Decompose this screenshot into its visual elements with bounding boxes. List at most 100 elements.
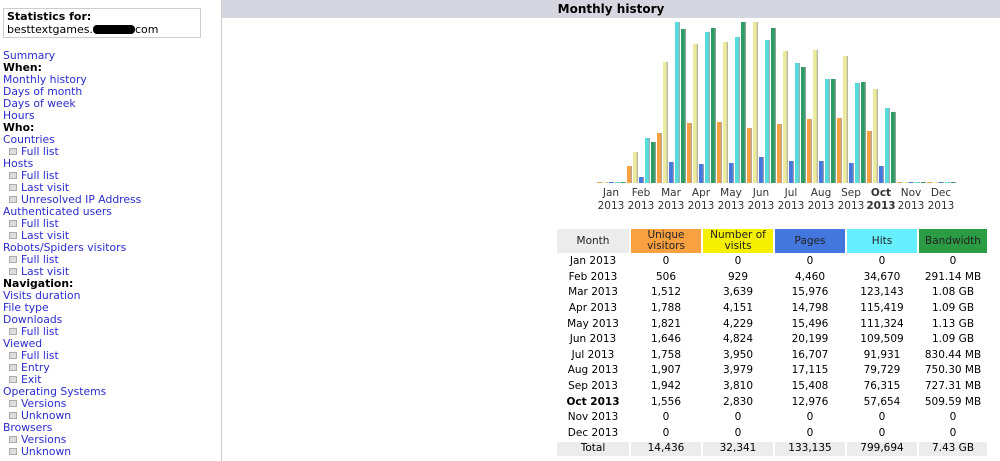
nav-link[interactable]: Summary bbox=[3, 50, 141, 62]
nav-label[interactable]: Authenticated users bbox=[3, 205, 112, 218]
bar-visitors bbox=[777, 124, 782, 183]
month-year: 2013 bbox=[657, 200, 685, 212]
bar-visits bbox=[843, 56, 848, 183]
table-row: Mar 2013 1,512 3,639 15,976 123,143 1.08 GB bbox=[557, 286, 987, 300]
bar-bandwidth bbox=[951, 182, 956, 183]
month-cell: Sep 2013 bbox=[568, 380, 618, 393]
bar-pages bbox=[639, 177, 644, 183]
value-cell: 1.08 GB bbox=[931, 286, 975, 299]
month-label: Mar 2013 bbox=[656, 187, 686, 213]
nav-label[interactable]: Monthly history bbox=[3, 73, 87, 86]
nav-label[interactable]: Full list bbox=[21, 145, 59, 158]
nav-link[interactable]: Hosts bbox=[3, 158, 141, 170]
nav-label[interactable]: Versions bbox=[21, 433, 67, 446]
value-cell: 1,646 bbox=[650, 333, 682, 346]
nav-link[interactable]: Operating Systems bbox=[3, 386, 141, 398]
nav-link[interactable]: Countries bbox=[3, 134, 141, 146]
nav-label[interactable]: Full list bbox=[21, 325, 59, 338]
value-cell: 1,758 bbox=[650, 348, 682, 361]
nav-label[interactable]: Hosts bbox=[3, 157, 34, 170]
table-row: Jan 2013 0 0 0 0 0 bbox=[557, 255, 987, 269]
value-cell: 14,798 bbox=[791, 302, 829, 315]
nav-label[interactable]: Full list bbox=[21, 349, 59, 362]
bar-visitors bbox=[627, 166, 632, 183]
bar-pages bbox=[759, 157, 764, 183]
nav-label[interactable]: Unresolved IP Address bbox=[21, 193, 142, 206]
section-title: Monthly history bbox=[222, 0, 1000, 18]
table-row: Aug 2013 1,907 3,979 17,115 79,729 750.30 MB bbox=[557, 364, 987, 378]
nav-label[interactable]: Viewed bbox=[3, 337, 43, 350]
month-label: Jul 2013 bbox=[776, 187, 806, 213]
nav-label[interactable]: Last visit bbox=[21, 265, 70, 278]
bar-visits bbox=[693, 44, 698, 183]
value-cell: 115,419 bbox=[860, 302, 904, 315]
subitem-icon bbox=[9, 172, 17, 179]
month-name: Dec bbox=[930, 187, 952, 199]
nav-link[interactable]: Viewed bbox=[3, 338, 141, 350]
month-year: 2013 bbox=[837, 200, 865, 212]
value-cell: 0 bbox=[806, 426, 814, 439]
bar-pages bbox=[609, 182, 614, 183]
month-year: 2013 bbox=[627, 200, 655, 212]
nav-label[interactable]: Versions bbox=[21, 397, 67, 410]
nav-link[interactable]: Visits duration bbox=[3, 290, 141, 302]
subitem-icon bbox=[9, 400, 17, 407]
bar-visitors bbox=[837, 118, 842, 183]
nav-label[interactable]: Countries bbox=[3, 133, 55, 146]
bar-pages bbox=[729, 163, 734, 183]
value-cell: 4,824 bbox=[722, 333, 754, 346]
nav-link[interactable]: Robots/Spiders visitors bbox=[3, 242, 141, 254]
nav-label[interactable]: Unknown bbox=[21, 409, 72, 422]
nav-label[interactable]: Summary bbox=[3, 49, 56, 62]
nav-link[interactable]: Monthly history bbox=[3, 74, 141, 86]
table-row: Jul 2013 1,758 3,950 16,707 91,931 830.44 MB bbox=[557, 349, 987, 363]
bar-bandwidth bbox=[711, 28, 716, 183]
nav-label[interactable]: File type bbox=[3, 301, 49, 314]
nav-link[interactable]: Hours bbox=[3, 110, 141, 122]
nav-label[interactable]: Full list bbox=[21, 169, 59, 182]
bar-visits bbox=[603, 182, 608, 183]
nav-label[interactable]: Full list bbox=[21, 253, 59, 266]
nav-label[interactable]: Unknown bbox=[21, 445, 72, 458]
monthly-chart: Jan 2013 Feb 2013 Mar 2013 Apr 2013 May 2013 Jun 20… bbox=[222, 0, 1000, 215]
bar-visitors bbox=[807, 119, 812, 183]
nav-menu: Summary When: Monthly history Days of month… bbox=[3, 50, 141, 458]
nav-link[interactable]: Browsers bbox=[3, 422, 141, 434]
nav-label[interactable]: Last visit bbox=[21, 229, 70, 242]
column-header: Month bbox=[557, 229, 629, 253]
bar-visits bbox=[663, 62, 668, 183]
nav-link[interactable]: Days of month bbox=[3, 86, 141, 98]
value-cell: 1,788 bbox=[650, 302, 682, 315]
nav-label[interactable]: Exit bbox=[21, 373, 42, 386]
nav-label[interactable]: Visits duration bbox=[3, 289, 81, 302]
month-cell: Nov 2013 bbox=[567, 411, 619, 424]
bar-visits bbox=[723, 42, 728, 183]
site-name-prefix: besttextgames. bbox=[7, 23, 93, 36]
column-header: Bandwidth bbox=[919, 229, 987, 253]
nav-label[interactable]: Browsers bbox=[3, 421, 53, 434]
nav-label[interactable]: Entry bbox=[21, 361, 50, 374]
total-cell: Total bbox=[557, 442, 629, 456]
nav-link[interactable]: File type bbox=[3, 302, 141, 314]
value-cell: 1,942 bbox=[650, 380, 682, 393]
bar-bandwidth bbox=[801, 67, 806, 183]
nav-label[interactable]: Operating Systems bbox=[3, 385, 107, 398]
nav-label[interactable]: Hours bbox=[3, 109, 35, 122]
nav-heading: Who: bbox=[3, 122, 141, 134]
nav-link[interactable]: Downloads bbox=[3, 314, 141, 326]
nav-sublink: Entry bbox=[3, 362, 141, 374]
nav-label[interactable]: Downloads bbox=[3, 313, 63, 326]
nav-link[interactable]: Days of week bbox=[3, 98, 141, 110]
value-cell: 0 bbox=[662, 426, 670, 439]
nav-label[interactable]: Last visit bbox=[21, 181, 70, 194]
nav-link[interactable]: Authenticated users bbox=[3, 206, 141, 218]
nav-label[interactable]: Robots/Spiders visitors bbox=[3, 241, 127, 254]
nav-label[interactable]: Days of month bbox=[3, 85, 83, 98]
bar-hits bbox=[855, 83, 860, 183]
month-year: 2013 bbox=[927, 200, 955, 212]
nav-label[interactable]: Days of week bbox=[3, 97, 76, 110]
nav-label[interactable]: Full list bbox=[21, 217, 59, 230]
nav-sublink: Full list bbox=[3, 254, 141, 266]
nav-sublink: Last visit bbox=[3, 230, 141, 242]
total-cell: 32,341 bbox=[703, 442, 773, 456]
